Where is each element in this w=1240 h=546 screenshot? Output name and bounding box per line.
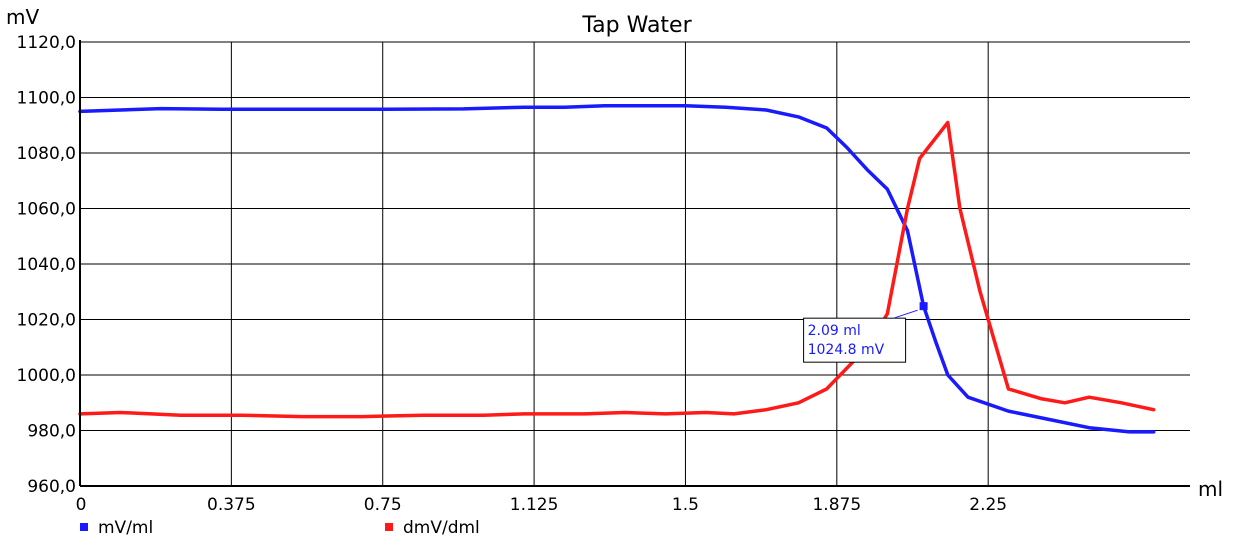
y-tick-label: 1020,0 — [17, 311, 76, 331]
callout-marker — [919, 302, 928, 311]
x-tick-label: 1.125 — [510, 495, 559, 515]
legend-label: mV/ml — [98, 518, 153, 538]
y-tick-label: 1040,0 — [17, 255, 76, 275]
callout-leader — [893, 309, 918, 319]
chart-title: Tap Water — [581, 13, 692, 38]
x-tick-label: 0 — [76, 495, 87, 515]
x-axis-unit-label: ml — [1198, 477, 1223, 501]
callout-box — [803, 317, 907, 363]
x-tick-label: 0.75 — [364, 495, 402, 515]
tick-labels: 960,0 980,0 1000,0 1020,0 1040,0 1060,0 1080,0… — [17, 33, 1008, 515]
x-tick-label: 1.875 — [812, 495, 861, 515]
legend-swatch — [80, 523, 88, 531]
y-tick-label: 980,0 — [27, 422, 76, 442]
legend-label: dmV/dml — [403, 518, 480, 538]
data-point-callout: 2.09 ml 1024.8 mV — [803, 302, 928, 363]
y-tick-label: 1100,0 — [17, 89, 76, 109]
legend: mV/ml dmV/dml — [80, 518, 480, 538]
callout-text-line: 2.09 ml — [808, 323, 861, 339]
series-line-mv-ml — [78, 104, 1156, 434]
y-axis-unit-label: mV — [6, 5, 39, 29]
y-tick-label: 1000,0 — [17, 366, 76, 386]
y-tick-label: 1080,0 — [17, 144, 76, 164]
x-tick-label: 1.5 — [672, 495, 699, 515]
y-tick-label: 1120,0 — [17, 33, 76, 53]
series-line-dmv-dml — [78, 120, 1156, 419]
legend-swatch — [385, 523, 393, 531]
series-lines — [78, 104, 1156, 434]
x-tick-label: 0.375 — [207, 495, 256, 515]
x-tick-label: 2.25 — [969, 495, 1007, 515]
y-tick-label: 1060,0 — [17, 200, 76, 220]
callout-text-line: 1024.8 mV — [808, 342, 885, 358]
grid-lines — [80, 41, 1190, 486]
axes — [79, 40, 1190, 487]
y-tick-label: 960,0 — [27, 477, 76, 497]
